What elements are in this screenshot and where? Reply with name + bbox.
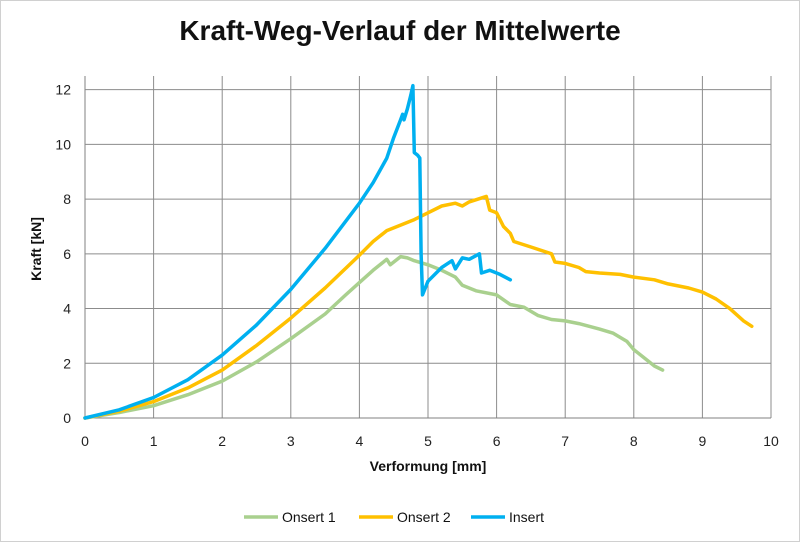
series-line-insert bbox=[83, 83, 513, 420]
y-tick-label: 12 bbox=[55, 82, 71, 98]
x-axis-label: Verformung [mm] bbox=[370, 458, 487, 474]
gridlines bbox=[84, 76, 772, 419]
x-tick-label: 1 bbox=[150, 433, 158, 449]
y-tick-label: 0 bbox=[63, 410, 71, 426]
x-tick-label: 6 bbox=[493, 433, 501, 449]
legend-label-onsert-2: Onsert 2 bbox=[397, 509, 451, 525]
data-lines bbox=[83, 83, 754, 420]
y-axis-label: Kraft [kN] bbox=[28, 217, 44, 281]
series-line-onsert-2 bbox=[83, 194, 754, 420]
x-tick-label: 9 bbox=[699, 433, 707, 449]
y-tick-label: 6 bbox=[63, 246, 71, 262]
x-tick-label: 3 bbox=[287, 433, 295, 449]
x-tick-label: 5 bbox=[424, 433, 432, 449]
series-line-onsert-1 bbox=[83, 254, 665, 420]
legend-label-onsert-1: Onsert 1 bbox=[282, 509, 336, 525]
y-tick-label: 2 bbox=[63, 355, 71, 371]
legend-label-insert: Insert bbox=[509, 509, 544, 525]
y-tick-label: 10 bbox=[55, 136, 71, 152]
x-tick-label: 7 bbox=[561, 433, 569, 449]
y-tick-label: 8 bbox=[63, 191, 71, 207]
x-tick-label: 8 bbox=[630, 433, 638, 449]
chart-title: Kraft-Weg-Verlauf der Mittelwerte bbox=[179, 15, 621, 46]
x-tick-label: 0 bbox=[81, 433, 89, 449]
x-tick-label: 4 bbox=[356, 433, 364, 449]
x-tick-label: 2 bbox=[218, 433, 226, 449]
x-tick-label: 10 bbox=[763, 433, 779, 449]
legend: Onsert 1 Onsert 2 Insert bbox=[244, 509, 544, 525]
y-tick-label: 4 bbox=[63, 301, 71, 317]
